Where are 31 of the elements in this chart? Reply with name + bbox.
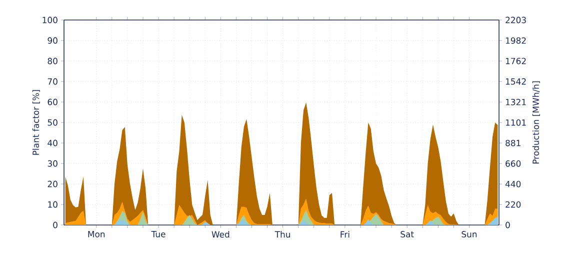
y-tick-label: 40 [48, 140, 58, 146]
x-tick-label: Sat [400, 231, 414, 238]
x-tick-label: Tue [151, 231, 166, 238]
x-tick-label: Mon [88, 231, 105, 238]
y2-tick-label: 1982 [506, 37, 526, 44]
y2-tick-label: 2203 [506, 16, 526, 24]
y-tick-label: 10 [48, 201, 58, 208]
y-tick-label: 0 [53, 222, 58, 228]
y2-tick-label: 1101 [506, 119, 526, 126]
x-tick-label: Sun [462, 231, 477, 238]
y-tick-label: 20 [48, 180, 58, 188]
y2-tick-label: 0 [506, 222, 510, 228]
y2-tick-label: 1321 [506, 98, 526, 106]
y-tick-label: 70 [48, 78, 58, 85]
y-tick-label: 80 [48, 58, 58, 64]
y-tick-label: 100 [42, 16, 58, 24]
y2-tick-label: 1542 [506, 78, 526, 85]
x-tick-label: Thu [274, 231, 290, 238]
x-tick-label: Wed [212, 231, 230, 238]
y-axis-title: Plant factor [%] [32, 90, 40, 155]
y-tick-label: 60 [48, 98, 58, 106]
y2-tick-label: 660 [506, 160, 521, 167]
x-tick-label: Fri [340, 231, 350, 238]
y-tick-label: 30 [48, 160, 58, 167]
y2-tick-label: 881 [506, 140, 520, 146]
y-tick-label: 50 [48, 119, 58, 126]
y2-tick-label: 220 [506, 201, 521, 208]
y2-axis-title: Production [MWh/h] [532, 81, 540, 164]
y2-tick-label: 440 [505, 180, 521, 188]
y-tick-label: 90 [48, 37, 58, 44]
y2-tick-label: 1762 [506, 58, 526, 64]
